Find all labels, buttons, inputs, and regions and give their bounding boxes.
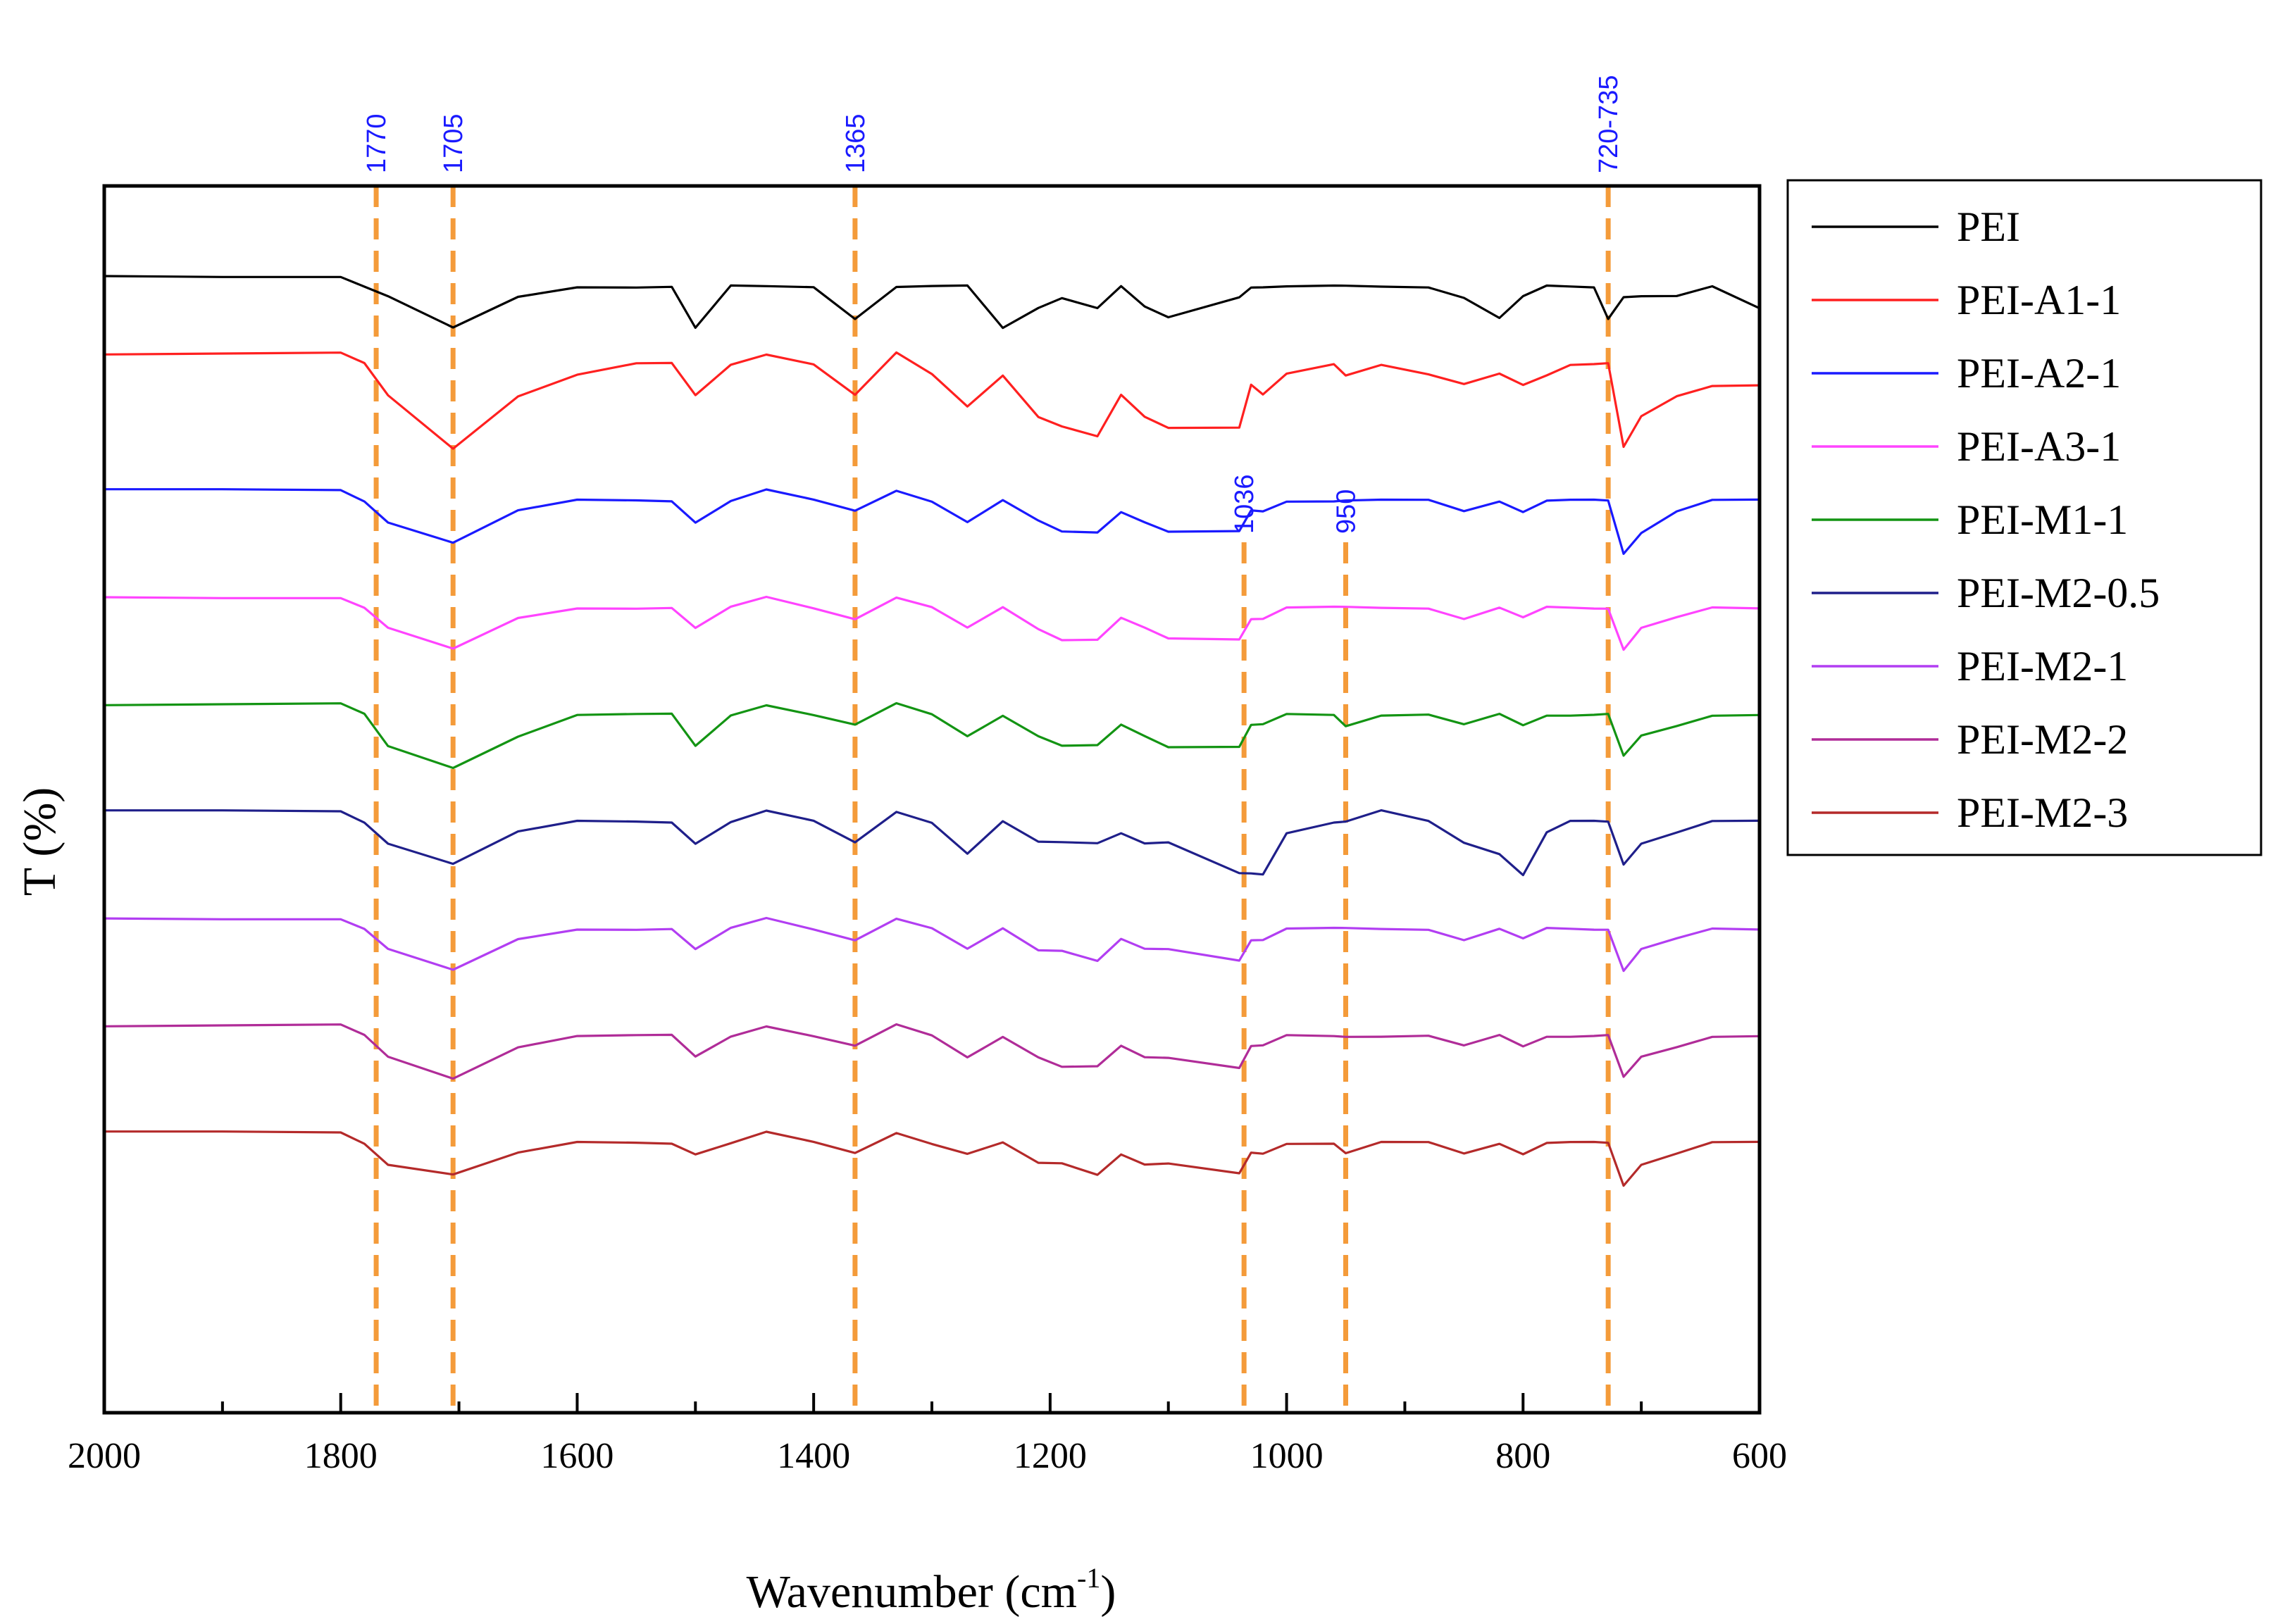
annotation-label: 950 xyxy=(1332,489,1362,534)
series-line-pei-m2-3 xyxy=(104,1130,1760,1187)
legend-label: PEI-M2-2 xyxy=(1957,716,2128,763)
series-line-pei-m2-1 xyxy=(104,916,1760,973)
legend-item: PEI-M2-1 xyxy=(1812,643,2128,689)
x-tick-label: 600 xyxy=(1732,1436,1787,1476)
legend-label: PEI xyxy=(1957,204,2020,250)
legend-label: PEI-M2-3 xyxy=(1957,789,2128,836)
legend-label: PEI-M1-1 xyxy=(1957,496,2128,543)
plot-frame xyxy=(102,184,1762,1415)
x-axis-title-main: Wavenumber (cm xyxy=(747,1566,1077,1618)
x-tick-label: 1400 xyxy=(777,1436,850,1476)
legend-item: PEI-A1-1 xyxy=(1812,277,2121,323)
legend-item: PEI-M1-1 xyxy=(1812,496,2128,543)
series-line-pei-a2-1 xyxy=(104,488,1760,555)
x-tick-label: 1800 xyxy=(304,1436,378,1476)
annotation-lines xyxy=(373,186,1611,1413)
legend-item: PEI xyxy=(1812,204,2020,250)
series-line-pei-m1-1 xyxy=(104,701,1760,770)
annotation-label: 720-735 xyxy=(1594,75,1624,173)
x-tick-label: 1600 xyxy=(540,1436,614,1476)
legend-label: PEI-A2-1 xyxy=(1957,350,2121,396)
series-line-pei xyxy=(104,275,1760,330)
series-line-pei-a1-1 xyxy=(104,351,1760,450)
legend-label: PEI-M2-0.5 xyxy=(1957,570,2160,616)
annotation-labels: 1770 1705 1365 720-735 1036 950 xyxy=(362,75,1624,534)
series-line-pei-a3-1 xyxy=(104,595,1760,651)
annotation-label: 1705 xyxy=(439,113,468,173)
series-line-pei-m2-0-5 xyxy=(104,809,1760,877)
x-axis-title: Wavenumber (cm-1) xyxy=(747,1562,1116,1618)
series-line-pei-m2-2 xyxy=(104,1023,1760,1080)
x-tick-label: 1200 xyxy=(1014,1436,1087,1476)
legend-label: PEI-A1-1 xyxy=(1957,277,2121,323)
annotation-label: 1365 xyxy=(841,113,871,173)
x-tick-label: 800 xyxy=(1495,1436,1550,1476)
x-tick-label: 2000 xyxy=(68,1436,141,1476)
annotation-label: 1770 xyxy=(362,113,392,173)
legend-item: PEI-M2-0.5 xyxy=(1812,570,2160,616)
legend-item: PEI-M2-2 xyxy=(1812,716,2128,763)
legend-item: PEI-M2-3 xyxy=(1812,789,2128,836)
y-axis-title: T (%) xyxy=(14,787,66,897)
legend-label: PEI-A3-1 xyxy=(1957,423,2121,470)
legend-item: PEI-A2-1 xyxy=(1812,350,2121,396)
legend-item: PEI-A3-1 xyxy=(1812,423,2121,470)
legend: PEI PEI-A1-1 PEI-A2-1 PEI-A3-1 PEI-M1-1 PEI-M… xyxy=(1786,179,2262,856)
spectra-curves xyxy=(104,275,1760,1187)
legend-label: PEI-M2-1 xyxy=(1957,643,2128,689)
x-axis-title-close: ) xyxy=(1100,1566,1116,1618)
x-axis-title-superscript: -1 xyxy=(1077,1562,1100,1594)
x-axis-ticks: 2000 1800 1600 1400 1200 1000 800 600 xyxy=(68,1393,1787,1476)
annotation-label: 1036 xyxy=(1230,474,1259,534)
x-tick-label: 1000 xyxy=(1250,1436,1324,1476)
legend-box xyxy=(1786,179,2262,856)
